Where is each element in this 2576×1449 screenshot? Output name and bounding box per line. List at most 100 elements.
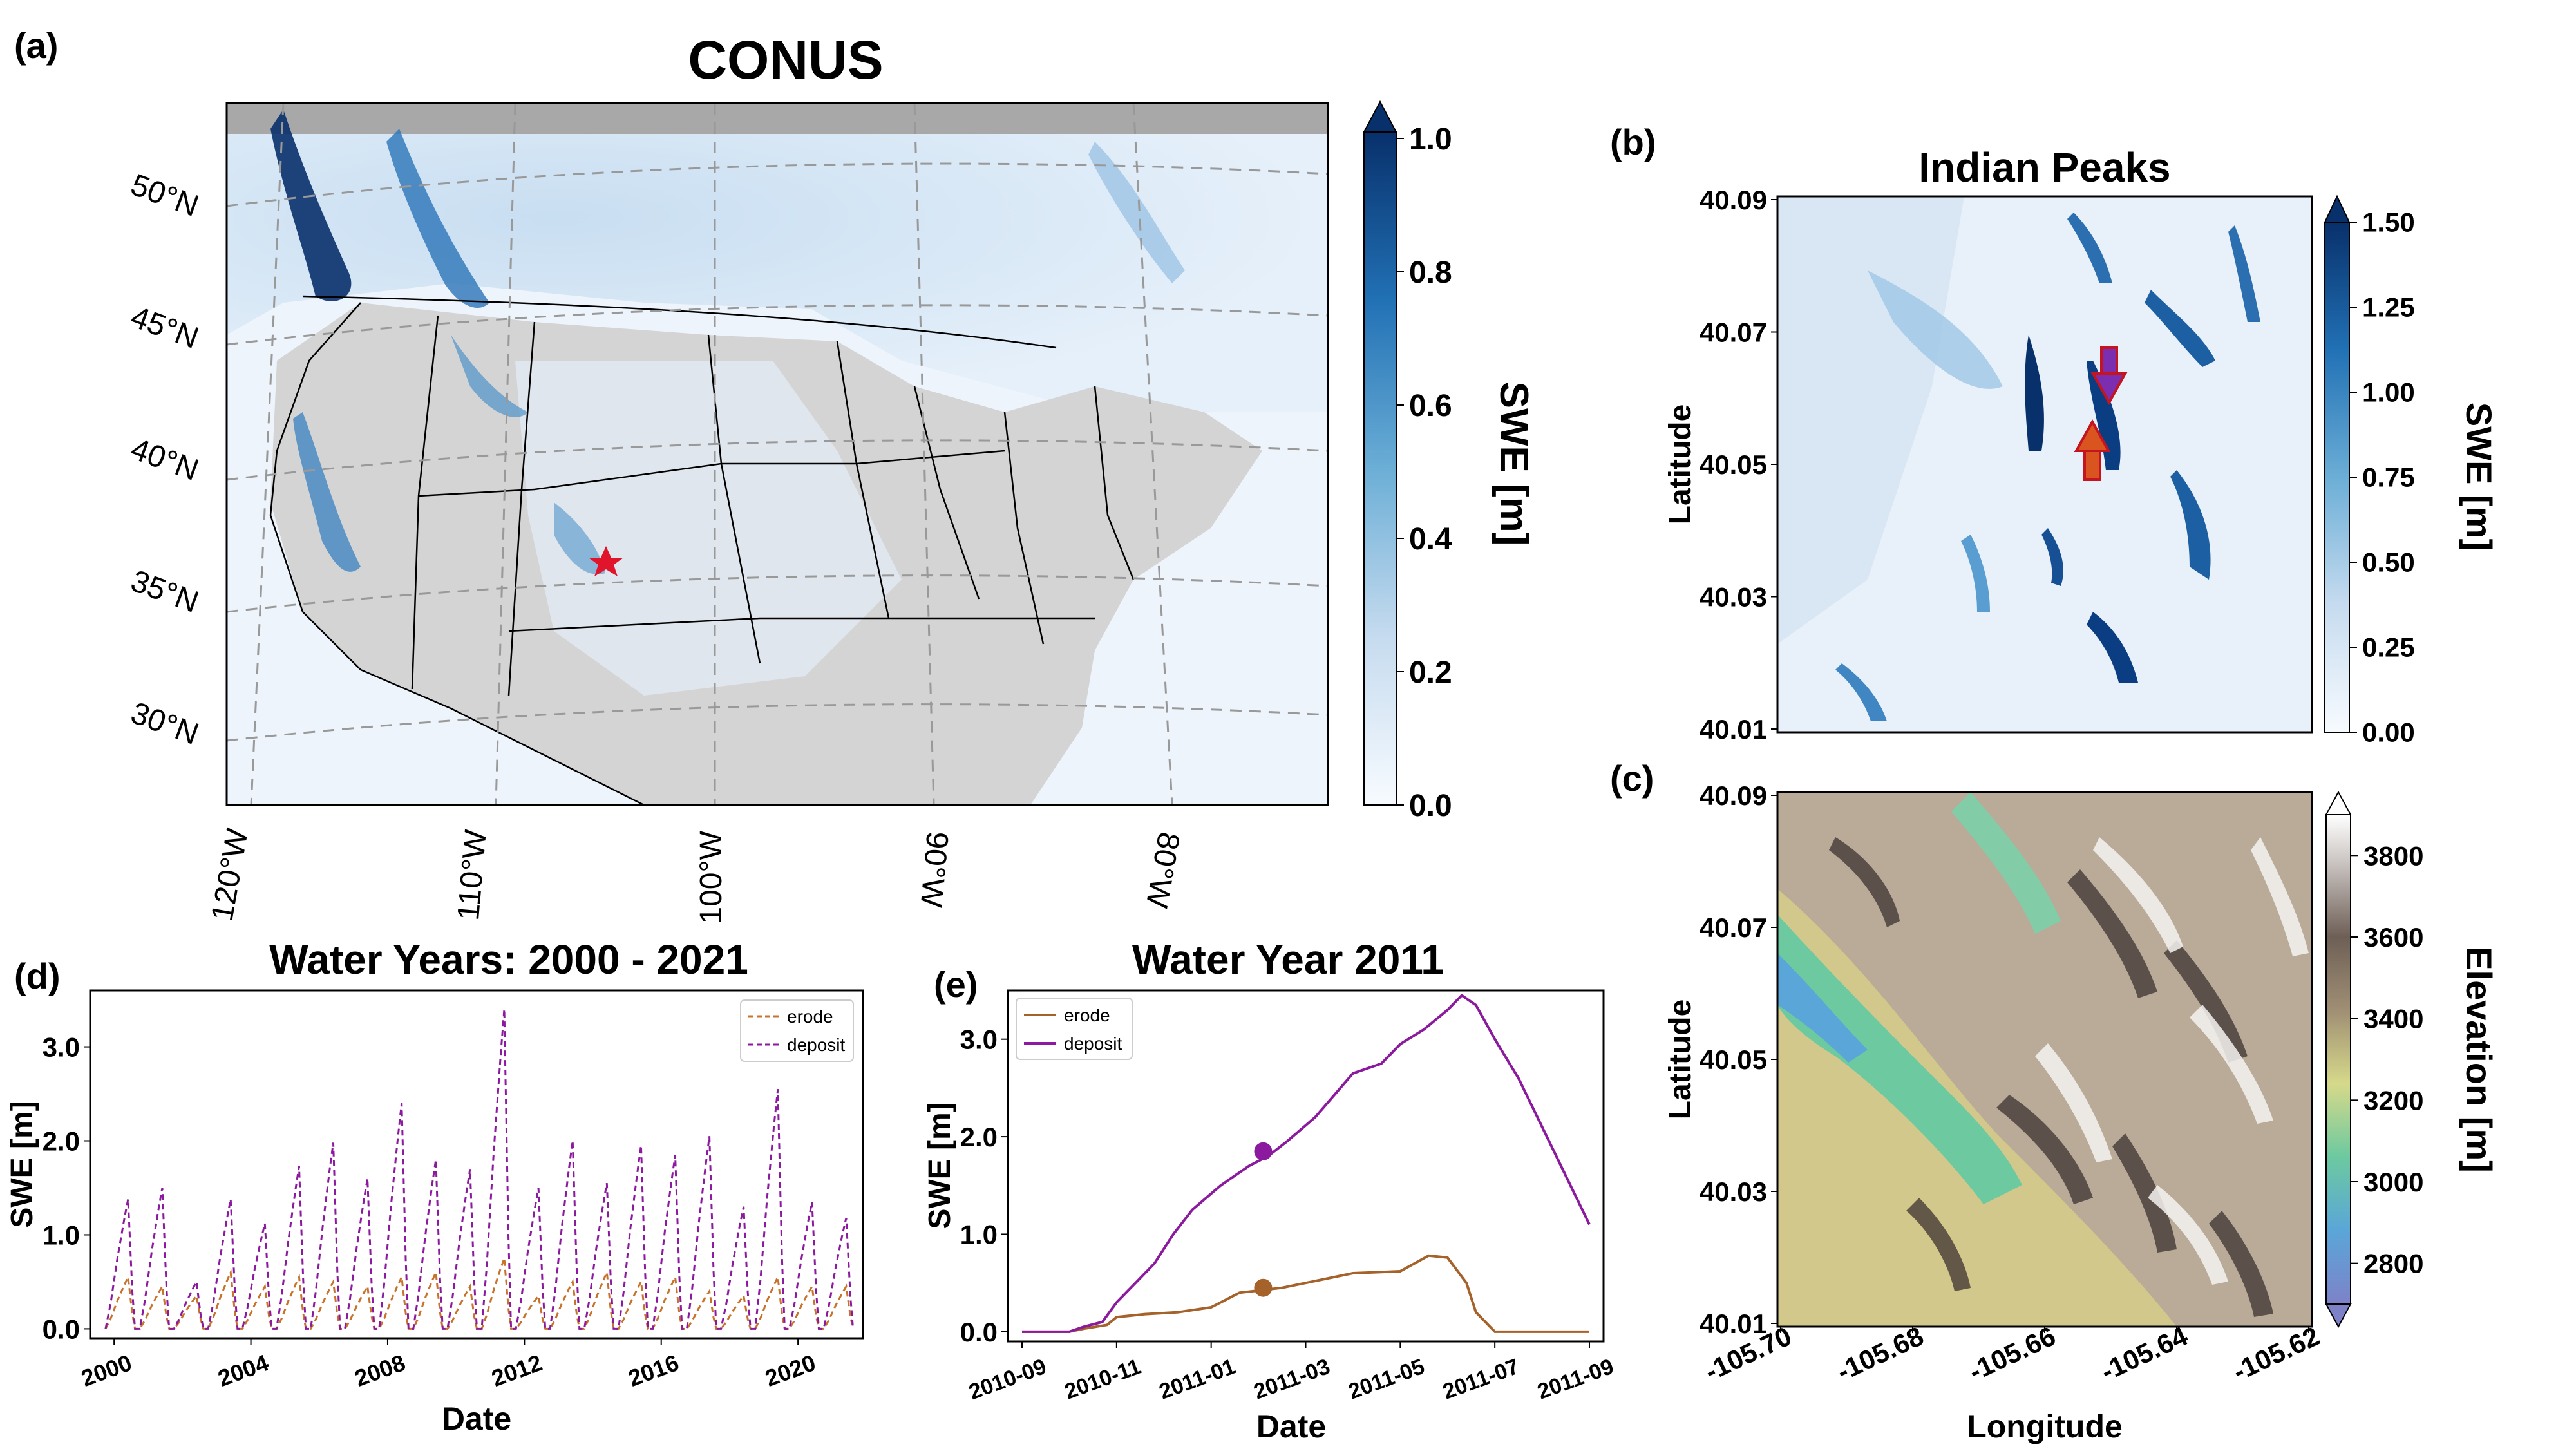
- canada-snow-region: [227, 134, 1328, 412]
- lat-label-30: 30°N: [126, 696, 203, 752]
- sierra-snow: [293, 412, 361, 572]
- panel-e-point-erode: [1254, 1278, 1273, 1297]
- indian-peaks-swe-map: [1777, 196, 2312, 732]
- panel-d-ytick-label: 0.0: [43, 1314, 80, 1344]
- panel-a-title: CONUS: [688, 30, 883, 90]
- panel-d-ytick-label: 2.0: [43, 1126, 80, 1157]
- rocky-canada-snow: [386, 129, 489, 308]
- panel-d: (d) Water Years: 2000 - 2021 0.0 1.0 2.0 3.…: [5, 936, 864, 1437]
- panel-c-ytick-tick-label: 40.07: [1700, 913, 1767, 943]
- colorbar-a-tick-label: 0.0: [1409, 789, 1452, 823]
- colorbar-a-tick-label: 0.8: [1409, 256, 1452, 290]
- panel-e-series-deposit: [1022, 993, 1591, 1333]
- panel-a-label: (a): [14, 25, 58, 66]
- panel-d-title: Water Years: 2000 - 2021: [269, 936, 748, 983]
- panel-e-legend: erode deposit: [1016, 998, 1133, 1060]
- panel-c-ytick-tick-label: 40.03: [1700, 1177, 1767, 1207]
- colorbar-b-extend-arrow: [2324, 194, 2351, 223]
- deposit-arrow: [2090, 346, 2128, 406]
- map-frame: [225, 102, 1329, 806]
- colorbar-b-tick-label: 1.00: [2362, 377, 2415, 408]
- lat-label-35: 35°N: [126, 564, 203, 620]
- panel-d-series-erode: [104, 1258, 855, 1330]
- panel-b-ytick-tick-label: 40.01: [1700, 714, 1767, 744]
- colorbar-c-tick-label: 3200: [2363, 1085, 2423, 1115]
- panel-c-label: (c): [1610, 758, 1654, 799]
- graticule: [227, 103, 1328, 805]
- colorbar-a-extend-arrow: [1363, 100, 1397, 133]
- panel-d-xtick-label: 2008: [351, 1349, 408, 1392]
- panel-e-xtick-label: 2010-09: [966, 1354, 1050, 1405]
- panel-b-ytick-tick-label: 40.03: [1700, 582, 1767, 612]
- panel-d-label: (d): [14, 956, 61, 996]
- northern-rockies-snow: [451, 335, 528, 417]
- panel-c-xtick-label: -105.68: [1832, 1321, 1928, 1387]
- colorbar-c-tick-label: 3600: [2363, 922, 2423, 952]
- panel-e-ytick-label: 2.0: [960, 1122, 998, 1152]
- lat-labels: 50°N 45°N 40°N 35°N 30°N: [126, 168, 203, 752]
- panel-e-label: (e): [934, 964, 978, 1005]
- indian-peaks-elevation-map: [1777, 792, 2312, 1327]
- panel-e-xlabel: Date: [1256, 1408, 1326, 1444]
- panel-c-xtick-label: -105.64: [2096, 1320, 2193, 1387]
- colorbar-b-tick-label: 1.25: [2362, 292, 2415, 323]
- panel-c-ytick-tick-label: 40.05: [1700, 1045, 1767, 1075]
- panel-b-ytick-tick-label: 40.07: [1700, 317, 1767, 348]
- colorbar-a-tick-label: 0.2: [1409, 656, 1452, 690]
- panel-e-ytick-label: 3.0: [960, 1025, 998, 1055]
- panel-e-ytick-label: 1.0: [960, 1219, 998, 1249]
- panel-e-ylabel: SWE [m]: [923, 1102, 957, 1229]
- lon-label-120: 120°W: [205, 826, 255, 923]
- panel-b: (b) Indian Peaks: [1610, 122, 2499, 748]
- panel-c-xtick-label: -105.66: [1964, 1321, 2060, 1387]
- panel-d-ytick-label: 1.0: [43, 1220, 80, 1250]
- colorbar-c-extend-top: [2325, 790, 2352, 815]
- lat-label-40: 40°N: [126, 432, 203, 488]
- lon-labels: 120°W 110°W 100°W 90°W 80°W: [205, 826, 1186, 924]
- legend-e-erode-label: erode: [1064, 1005, 1110, 1025]
- lon-label-100: 100°W: [694, 830, 728, 923]
- colorbar-a-tick-label: 0.4: [1409, 522, 1452, 556]
- colorbar-b-tick-label: 0.50: [2362, 547, 2415, 578]
- legend-d-deposit-label: deposit: [787, 1035, 846, 1055]
- colorbar-b: 0.00 0.25 0.50 0.75 1.00 1.25 1.50 SWE [m]: [2324, 194, 2499, 748]
- panel-e-series-erode: [1022, 1254, 1589, 1333]
- map-top-band: [227, 103, 1328, 134]
- panel-d-series-deposit: [104, 1009, 855, 1330]
- colorbar-a-label: SWE [m]: [1492, 382, 1536, 546]
- colorbar-c-label: Elevation [m]: [2459, 946, 2499, 1173]
- colorbar-c-extend-bottom: [2325, 1303, 2352, 1329]
- panel-e-ytick-label: 0.0: [960, 1317, 998, 1347]
- lon-label-110: 110°W: [451, 828, 493, 922]
- panel-e-xtick-label: 2011-05: [1345, 1354, 1428, 1405]
- panel-e-title: Water Year 2011: [1132, 936, 1444, 983]
- panel-c-ytick-tick-label: 40.09: [1700, 781, 1767, 811]
- panel-d-legend: erode deposit: [740, 999, 854, 1062]
- legend-e-deposit-label: deposit: [1064, 1034, 1122, 1054]
- panel-d-xtick-label: 2020: [762, 1349, 819, 1392]
- panel-d-xtick-label: 2004: [214, 1349, 272, 1392]
- coast-range-snow: [270, 109, 352, 301]
- lon-label-80: 80°W: [1139, 829, 1186, 911]
- panel-e-xtick-label: 2011-03: [1251, 1354, 1333, 1405]
- panel-b-ylabel: Latitude: [1663, 404, 1698, 525]
- colorbar-c: 2800 3000 3200 3400 3600 3800 Elevation [m]: [2325, 790, 2499, 1329]
- colorbar-a-tick-label: 1.0: [1409, 122, 1452, 156]
- panel-d-xtick-label: 2012: [488, 1349, 545, 1392]
- colorbar-b-tick-label: 0.00: [2362, 717, 2415, 748]
- panel-e-xtick-label: 2011-01: [1156, 1354, 1238, 1405]
- panel-e-point-deposit: [1254, 1142, 1273, 1160]
- quebec-snow: [1088, 142, 1185, 283]
- panel-d-xtick-label: 2016: [625, 1349, 682, 1392]
- panel-c-ylabel: Latitude: [1663, 999, 1698, 1120]
- panel-d-xtick-label: 2000: [78, 1349, 135, 1392]
- colorbar-c-tick-label: 3800: [2363, 840, 2423, 871]
- panel-e-xtick-label: 2011-09: [1534, 1354, 1616, 1405]
- panel-d-ytick-label: 3.0: [43, 1032, 80, 1063]
- erode-arrow: [2074, 419, 2111, 481]
- panel-e-xtick-label: 2010-11: [1061, 1354, 1144, 1405]
- colorbar-b-tick-label: 0.75: [2362, 462, 2415, 493]
- panel-b-title: Indian Peaks: [1918, 144, 2170, 191]
- colorbar-c-tick-label: 3000: [2363, 1167, 2423, 1197]
